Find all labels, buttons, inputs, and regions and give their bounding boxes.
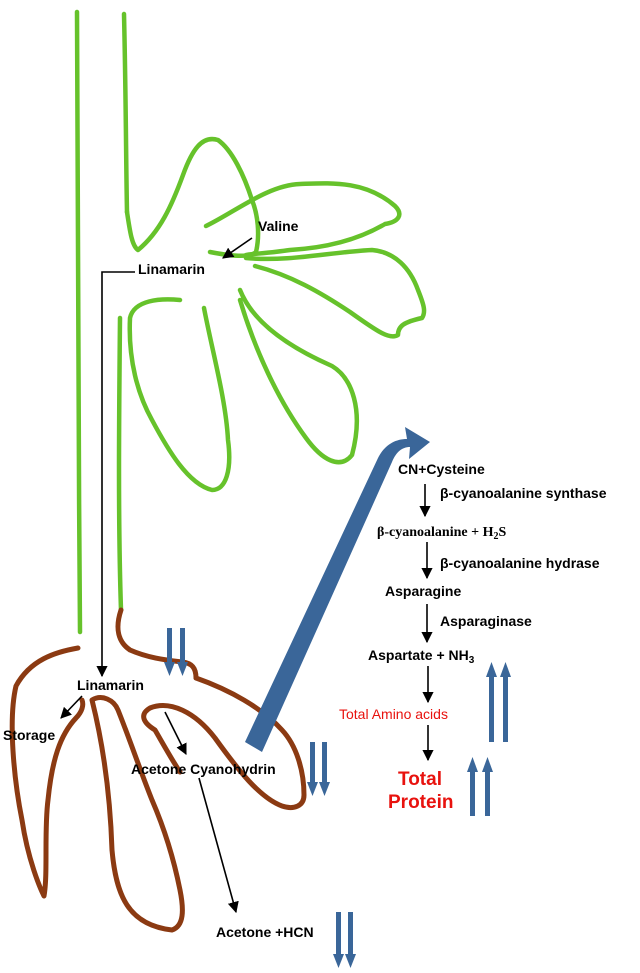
leaves <box>124 136 427 493</box>
label-protein: Protein <box>388 792 453 813</box>
root-middle <box>89 695 185 933</box>
label-cyanoalanine-h2s: β-cyanoalanine + H2S <box>377 525 506 542</box>
down-arrows-indicator <box>333 912 356 968</box>
up-arrows-indicator <box>486 662 511 742</box>
labels: Valine Linamarin Linamarin Storage Aceto… <box>3 218 607 940</box>
stem <box>74 9 130 635</box>
root-left <box>9 645 86 899</box>
down-arrows-indicator <box>307 742 330 796</box>
label-acetone-cyanohydrin: Acetone Cyanohydrin <box>131 761 276 777</box>
label-total-amino-acids: Total Amino acids <box>339 706 448 722</box>
label-linamarin-root: Linamarin <box>77 677 144 693</box>
transport-arrow <box>245 427 430 752</box>
label-enzyme-cyanoalanine-synthase: β-cyanoalanine synthase <box>440 485 607 501</box>
label-enzyme-asparaginase: Asparaginase <box>440 613 532 629</box>
roots <box>9 607 307 933</box>
leaf-upper-left <box>124 136 261 258</box>
label-storage: Storage <box>3 727 55 743</box>
label-cn-cysteine: CN+Cysteine <box>398 461 485 477</box>
big-blue-arrow <box>245 427 430 752</box>
indicators <box>164 628 511 968</box>
root-right <box>141 675 307 811</box>
label-enzyme-cyanoalanine-hydrase: β-cyanoalanine hydrase <box>440 555 600 571</box>
label-acetone-hcn: Acetone +HCN <box>216 924 314 940</box>
down-arrows-indicator <box>164 628 188 676</box>
up-arrows-indicator <box>467 757 493 816</box>
arrow-valine-to-linamarin <box>222 237 253 259</box>
leaf-upper-right <box>203 181 402 258</box>
arrow-to-acetone-hcn <box>198 777 239 914</box>
arrow-linamarin-to-acetone-cyanohydrin <box>164 711 187 756</box>
root-stem <box>115 607 199 681</box>
label-asparagine: Asparagine <box>385 583 461 599</box>
leaf-middle-right <box>237 287 360 465</box>
leaf-right <box>243 247 427 339</box>
label-aspartate-nh3: Aspartate + NH3 <box>368 647 475 666</box>
label-total: Total <box>398 769 442 790</box>
leaf-lower <box>127 297 232 493</box>
arrow-linamarin-transport <box>96 271 135 678</box>
label-linamarin-leaf: Linamarin <box>138 261 205 277</box>
label-valine: Valine <box>258 218 299 234</box>
pathway-arrows <box>60 237 434 914</box>
arrow-linamarin-to-storage <box>60 695 83 719</box>
